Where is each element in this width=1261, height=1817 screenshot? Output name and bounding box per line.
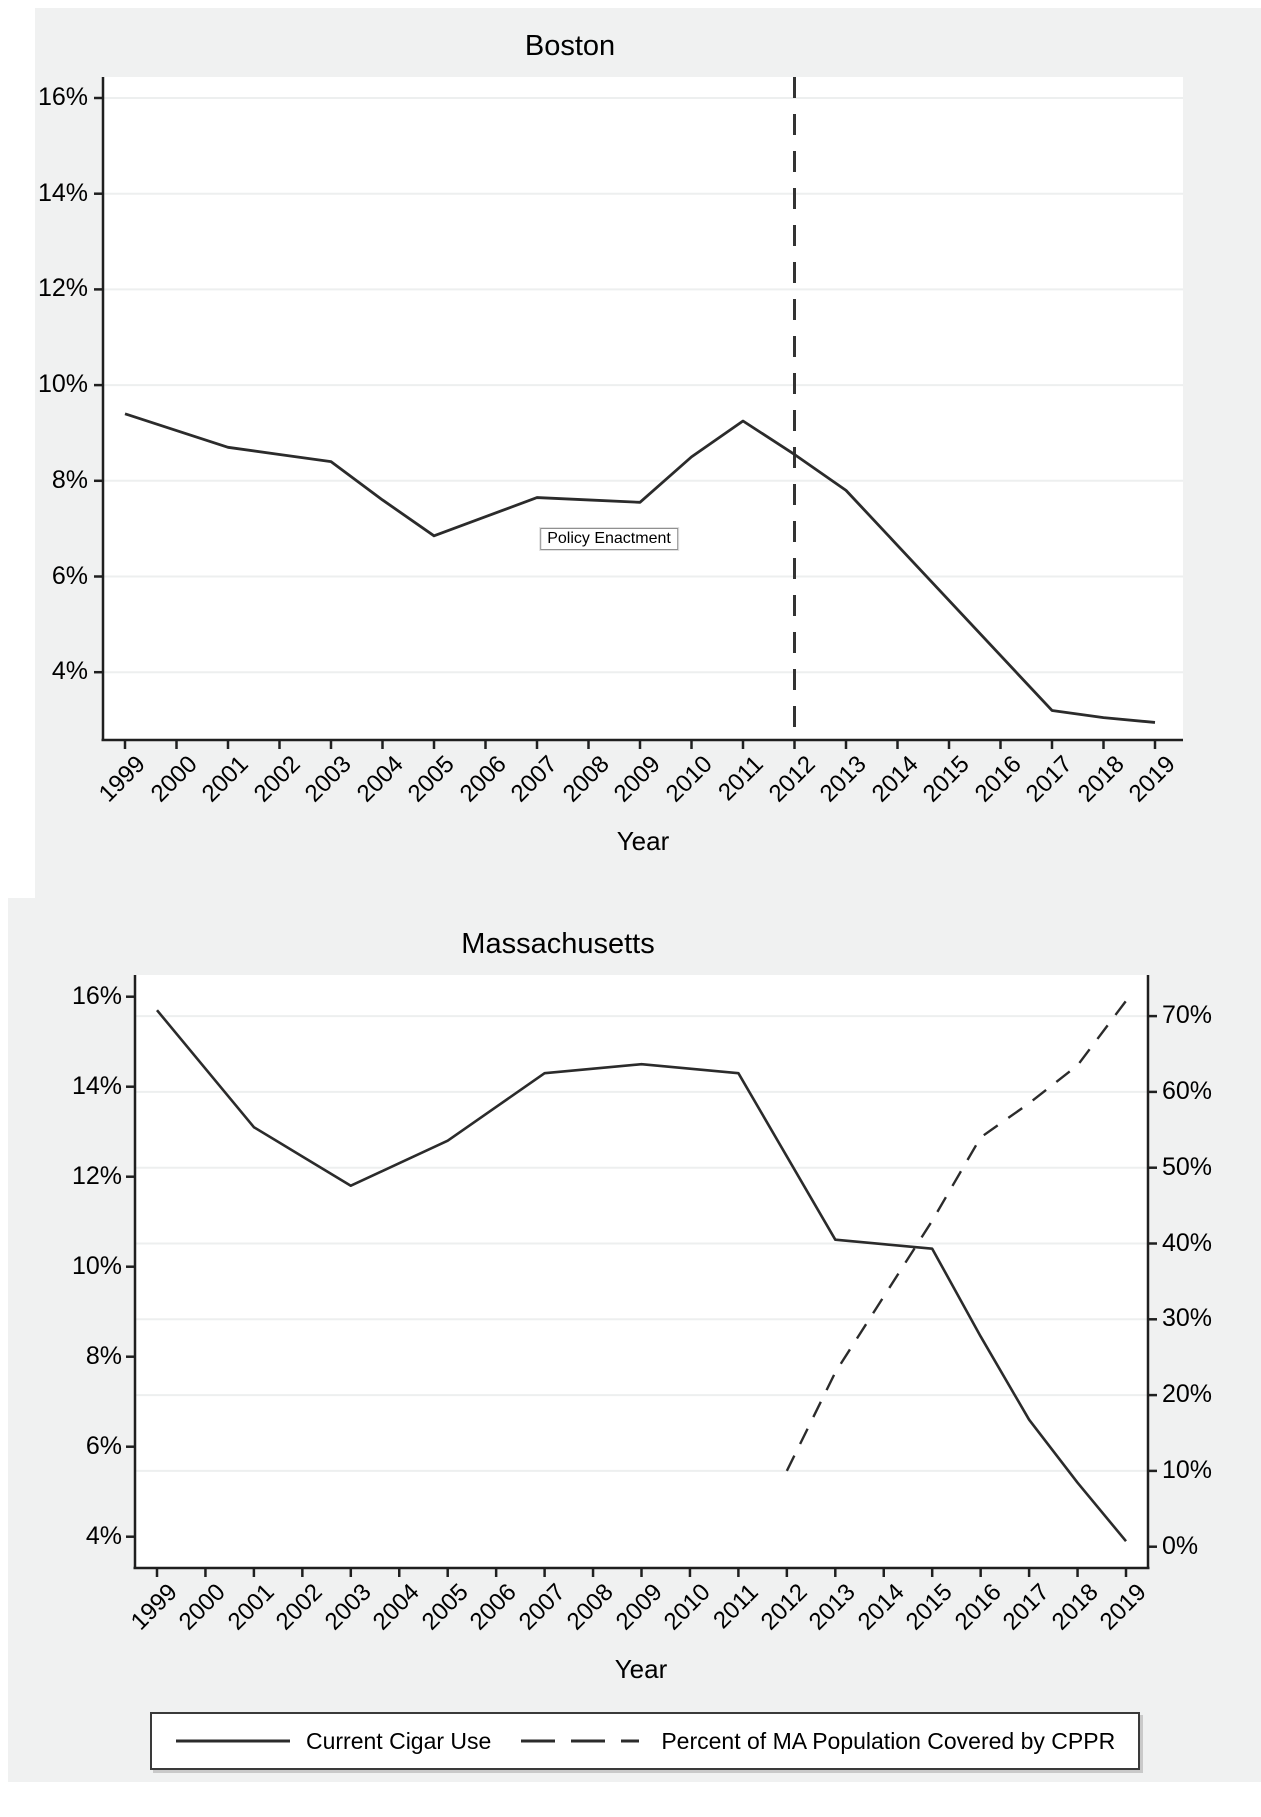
massachusetts-right-ytick-label: 50% (1162, 1152, 1213, 1181)
legend: Current Cigar Use Percent of MA Populati… (150, 1712, 1140, 1770)
boston-cigar-use-line (124, 412, 1156, 724)
massachusetts-left-ytick-label: 16% (71, 981, 122, 1010)
massachusetts-chart-title: Massachusetts (461, 928, 655, 960)
boston-ytick-label: 12% (37, 274, 88, 303)
cppr-coverage-line (785, 1000, 1127, 1472)
boston-ytick-label: 4% (51, 657, 88, 686)
dashed-line-sample-icon (521, 1739, 652, 1743)
policy-enactment-annotation: Policy Enactment (540, 528, 678, 550)
massachusetts-left-ytick-label: 14% (71, 1071, 122, 1100)
boston-chart-title: Boston (524, 30, 616, 62)
massachusetts-left-ytick-label: 4% (85, 1521, 122, 1550)
massachusetts-left-ytick-label: 10% (71, 1251, 122, 1280)
boston-ytick-label: 6% (51, 561, 88, 590)
boston-ytick-label: 8% (51, 465, 88, 494)
massachusetts-left-ytick-label: 12% (71, 1161, 122, 1190)
massachusetts-right-ytick-label: 0% (1162, 1531, 1199, 1560)
legend-label-cigar-use: Current Cigar Use (306, 1727, 492, 1754)
massachusetts-right-ytick-label: 20% (1162, 1380, 1213, 1409)
massachusetts-cigar-use-line (155, 1009, 1128, 1543)
massachusetts-plot-area (135, 975, 1148, 1568)
massachusetts-left-ytick-label: 8% (85, 1341, 122, 1370)
boston-x-axis-title: Year (616, 826, 670, 856)
massachusetts-right-ytick-label: 40% (1162, 1228, 1213, 1257)
massachusetts-right-ytick-label: 10% (1162, 1455, 1213, 1484)
massachusetts-x-axis-title: Year (614, 1654, 668, 1684)
massachusetts-right-ytick-label: 60% (1162, 1076, 1213, 1105)
boston-ytick-label: 10% (37, 370, 88, 399)
solid-line-sample-icon (176, 1739, 290, 1743)
boston-ytick-label: 16% (37, 83, 88, 111)
boston-ytick-label: 14% (37, 178, 88, 207)
legend-label-cppr: Percent of MA Population Covered by CPPR (661, 1727, 1116, 1754)
massachusetts-right-ytick-label: 30% (1162, 1304, 1213, 1333)
massachusetts-left-ytick-label: 6% (85, 1431, 122, 1460)
boston-plot-area (103, 77, 1183, 740)
massachusetts-right-ytick-label: 70% (1162, 1001, 1213, 1030)
